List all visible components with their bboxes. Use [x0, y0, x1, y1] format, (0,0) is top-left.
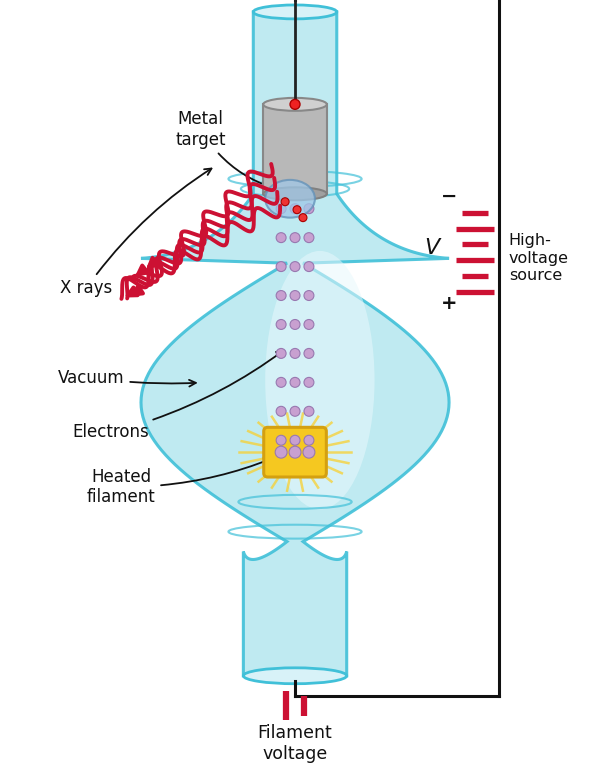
Circle shape — [304, 262, 314, 272]
Ellipse shape — [265, 180, 315, 218]
Circle shape — [290, 262, 300, 272]
Circle shape — [290, 320, 300, 330]
Circle shape — [304, 348, 314, 358]
Circle shape — [289, 446, 301, 458]
Circle shape — [276, 232, 286, 242]
Text: +: + — [441, 294, 457, 313]
Circle shape — [276, 204, 286, 214]
Circle shape — [304, 320, 314, 330]
Ellipse shape — [263, 98, 327, 110]
Circle shape — [290, 436, 300, 445]
Circle shape — [304, 377, 314, 387]
Circle shape — [290, 100, 300, 110]
Circle shape — [304, 407, 314, 416]
Text: −: − — [441, 187, 457, 206]
Text: X rays: X rays — [60, 169, 211, 297]
Circle shape — [299, 214, 307, 222]
Text: High-
voltage
source: High- voltage source — [509, 233, 569, 283]
Circle shape — [276, 320, 286, 330]
Circle shape — [304, 436, 314, 445]
FancyBboxPatch shape — [264, 427, 326, 477]
Text: Electrons: Electrons — [73, 351, 283, 441]
Circle shape — [276, 436, 286, 445]
Text: V: V — [425, 239, 440, 258]
Circle shape — [276, 348, 286, 358]
Circle shape — [304, 232, 314, 242]
Bar — [263, 104, 327, 194]
Text: Vacuum: Vacuum — [58, 369, 196, 387]
Circle shape — [281, 198, 289, 206]
Circle shape — [290, 377, 300, 387]
Circle shape — [290, 204, 300, 214]
Circle shape — [290, 348, 300, 358]
Text: Metal
target: Metal target — [175, 110, 272, 189]
Circle shape — [290, 232, 300, 242]
Polygon shape — [141, 12, 449, 676]
Circle shape — [290, 407, 300, 416]
Ellipse shape — [253, 5, 337, 19]
Circle shape — [304, 291, 314, 301]
Text: Heated
filament: Heated filament — [87, 459, 271, 506]
Circle shape — [304, 204, 314, 214]
Circle shape — [303, 446, 315, 458]
Text: Filament
voltage: Filament voltage — [257, 724, 332, 762]
Ellipse shape — [244, 668, 347, 683]
Circle shape — [276, 291, 286, 301]
Circle shape — [276, 262, 286, 272]
Circle shape — [290, 291, 300, 301]
Ellipse shape — [263, 187, 327, 200]
Circle shape — [276, 377, 286, 387]
Circle shape — [293, 206, 301, 214]
Circle shape — [275, 446, 287, 458]
Circle shape — [276, 407, 286, 416]
Ellipse shape — [265, 251, 374, 509]
